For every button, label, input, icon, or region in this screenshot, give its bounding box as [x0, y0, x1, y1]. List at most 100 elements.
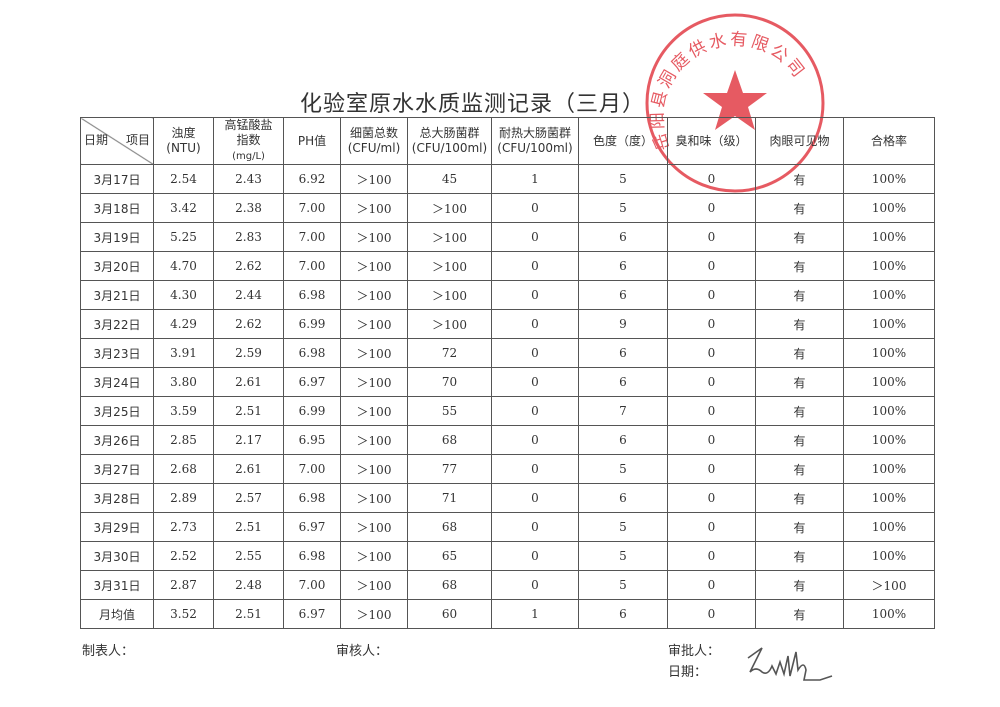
cell-thermo-coliform: 0	[491, 454, 579, 484]
table-row: 3月22日 4.29 2.62 6.99 ＞100 ＞100 0 9 0 有 100%	[80, 309, 935, 339]
cell-date: 3月22日	[80, 309, 154, 339]
cell-color: 5	[578, 570, 668, 600]
cell-odor: 0	[667, 599, 756, 629]
cell-turbidity: 3.59	[153, 396, 214, 426]
cell-visible: 有	[755, 425, 844, 455]
cell-turbidity: 2.85	[153, 425, 214, 455]
cell-bacteria: ＞100	[340, 541, 408, 571]
table-row: 3月29日 2.73 2.51 6.97 ＞100 68 0 5 0 有 100%	[80, 512, 935, 542]
cell-turbidity: 4.30	[153, 280, 214, 310]
cell-permanganate: 2.61	[213, 454, 284, 484]
cell-permanganate: 2.57	[213, 483, 284, 513]
cell-thermo-coliform: 0	[491, 483, 579, 513]
table-row: 3月20日 4.70 2.62 7.00 ＞100 ＞100 0 6 0 有 100%	[80, 251, 935, 281]
cell-ph: 6.97	[283, 367, 341, 397]
cell-visible: 有	[755, 367, 844, 397]
cell-turbidity: 2.87	[153, 570, 214, 600]
cell-odor: 0	[667, 164, 756, 194]
cell-permanganate: 2.48	[213, 570, 284, 600]
cell-date: 3月30日	[80, 541, 154, 571]
cell-pass-rate: 100%	[843, 338, 935, 368]
cell-ph: 7.00	[283, 454, 341, 484]
cell-permanganate: 2.44	[213, 280, 284, 310]
cell-ph: 7.00	[283, 222, 341, 252]
cell-pass-rate: 100%	[843, 309, 935, 339]
cell-permanganate: 2.62	[213, 309, 284, 339]
cell-pass-rate: 100%	[843, 396, 935, 426]
table-row: 3月25日 3.59 2.51 6.99 ＞100 55 0 7 0 有 100%	[80, 396, 935, 426]
header-bacteria: 细菌总数 (CFU/ml)	[340, 117, 408, 165]
cell-ph: 6.99	[283, 309, 341, 339]
cell-coliform: ＞100	[407, 222, 492, 252]
cell-bacteria: ＞100	[340, 280, 408, 310]
cell-thermo-coliform: 0	[491, 251, 579, 281]
cell-pass-rate: 100%	[843, 193, 935, 223]
cell-coliform: 72	[407, 338, 492, 368]
cell-turbidity: 2.89	[153, 483, 214, 513]
cell-bacteria: ＞100	[340, 338, 408, 368]
cell-visible: 有	[755, 338, 844, 368]
cell-odor: 0	[667, 280, 756, 310]
header-date-label: 日期	[84, 133, 109, 147]
cell-ph: 6.98	[283, 483, 341, 513]
cell-turbidity: 5.25	[153, 222, 214, 252]
cell-date: 3月23日	[80, 338, 154, 368]
cell-odor: 0	[667, 454, 756, 484]
cell-thermo-coliform: 0	[491, 280, 579, 310]
header-visible: 肉眼可见物	[755, 117, 844, 165]
cell-ph: 7.00	[283, 193, 341, 223]
table-row: 3月23日 3.91 2.59 6.98 ＞100 72 0 6 0 有 100%	[80, 338, 935, 368]
cell-odor: 0	[667, 483, 756, 513]
reviewer-label: 审核人：	[336, 644, 389, 659]
cell-odor: 0	[667, 396, 756, 426]
cell-visible: 有	[755, 280, 844, 310]
cell-coliform: 68	[407, 570, 492, 600]
cell-color: 6	[578, 367, 668, 397]
cell-turbidity: 3.80	[153, 367, 214, 397]
table-row: 3月21日 4.30 2.44 6.98 ＞100 ＞100 0 6 0 有 100%	[80, 280, 935, 310]
cell-ph: 6.99	[283, 396, 341, 426]
cell-color: 5	[578, 193, 668, 223]
cell-color: 5	[578, 454, 668, 484]
cell-date: 3月20日	[80, 251, 154, 281]
cell-pass-rate: ＞100	[843, 570, 935, 600]
cell-visible: 有	[755, 541, 844, 571]
cell-coliform: ＞100	[407, 193, 492, 223]
cell-visible: 有	[755, 251, 844, 281]
cell-date: 3月29日	[80, 512, 154, 542]
cell-turbidity: 2.52	[153, 541, 214, 571]
cell-odor: 0	[667, 309, 756, 339]
cell-odor: 0	[667, 512, 756, 542]
cell-odor: 0	[667, 251, 756, 281]
preparer-label: 制表人：	[82, 644, 135, 659]
cell-visible: 有	[755, 599, 844, 629]
cell-turbidity: 3.52	[153, 599, 214, 629]
cell-pass-rate: 100%	[843, 483, 935, 513]
date-label: 日期：	[668, 665, 708, 680]
cell-pass-rate: 100%	[843, 280, 935, 310]
cell-visible: 有	[755, 164, 844, 194]
table-row: 3月27日 2.68 2.61 7.00 ＞100 77 0 5 0 有 100%	[80, 454, 935, 484]
cell-coliform: ＞100	[407, 251, 492, 281]
cell-color: 6	[578, 483, 668, 513]
cell-thermo-coliform: 0	[491, 541, 579, 571]
cell-odor: 0	[667, 367, 756, 397]
cell-thermo-coliform: 0	[491, 425, 579, 455]
table-row: 3月17日 2.54 2.43 6.92 ＞100 45 1 5 0 有 100%	[80, 164, 935, 194]
cell-color: 5	[578, 164, 668, 194]
approver-label: 审批人：	[668, 644, 721, 659]
cell-color: 5	[578, 541, 668, 571]
cell-bacteria: ＞100	[340, 599, 408, 629]
cell-thermo-coliform: 0	[491, 222, 579, 252]
header-date-item: 日期 项目	[80, 117, 154, 165]
cell-coliform: 45	[407, 164, 492, 194]
cell-permanganate: 2.61	[213, 367, 284, 397]
header-odor: 臭和味（级）	[667, 117, 756, 165]
cell-color: 6	[578, 338, 668, 368]
cell-ph: 6.97	[283, 512, 341, 542]
table-row: 3月24日 3.80 2.61 6.97 ＞100 70 0 6 0 有 100%	[80, 367, 935, 397]
cell-pass-rate: 100%	[843, 164, 935, 194]
cell-permanganate: 2.83	[213, 222, 284, 252]
cell-bacteria: ＞100	[340, 193, 408, 223]
cell-ph: 6.97	[283, 599, 341, 629]
